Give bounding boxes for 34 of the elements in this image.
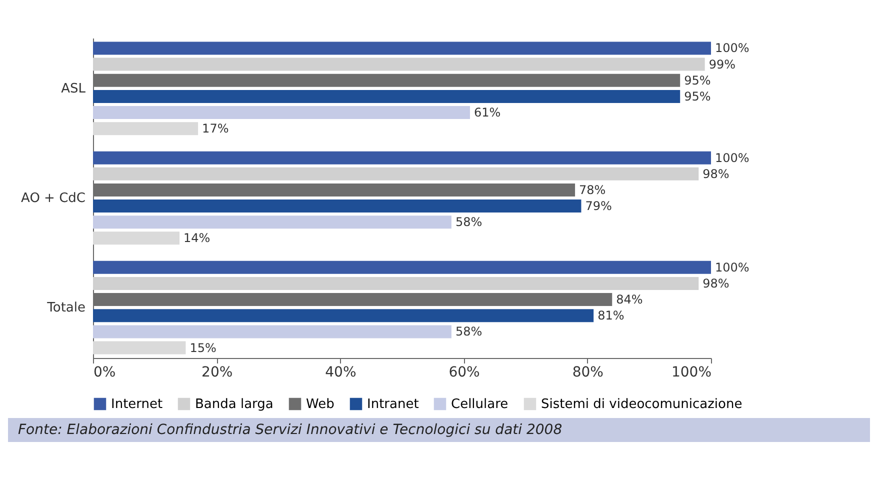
x-tick-label: 60% [448,364,480,380]
data-label: 58% [455,215,482,230]
x-tick-label: 0% [94,364,116,380]
x-tick-label: 100% [671,364,712,380]
x-tick-label: 20% [202,364,233,380]
data-label: 61% [474,106,501,120]
y-tick-label: AO + CdC [21,191,86,206]
legend-label: Cellulare [451,397,508,412]
legend-label: Sistemi di videocomunicazione [541,397,742,412]
legend-label: Intranet [367,397,419,412]
data-label: 98% [702,166,730,181]
data-label: 79% [585,199,612,214]
data-label: 15% [190,340,216,355]
source-note: Fonte: Elaborazioni Confindustria Servizi Innovativi e Tecnologici su dati 2008 [8,418,870,442]
data-label: 17% [202,122,229,136]
y-tick-label: ASL [61,81,86,96]
data-label: 95% [684,73,711,88]
data-label: 58% [455,324,482,339]
data-label: 84% [616,292,643,307]
y-tick-label: Totale [46,300,86,316]
x-tick-label: 40% [325,364,356,380]
legend-label: Internet [111,397,163,412]
data-label: 98% [702,276,730,290]
data-label: 78% [579,182,606,197]
legend-label: Web [306,397,334,412]
x-tick-label: 80% [572,364,604,380]
data-label: 99% [708,57,736,72]
data-label: 100% [715,150,750,165]
data-label: 81% [598,308,624,323]
data-label: 100% [715,260,750,274]
data-label: 14% [184,231,210,246]
data-label: 100% [715,41,750,56]
legend-label: Banda larga [195,397,274,412]
data-label: 95% [684,89,711,104]
